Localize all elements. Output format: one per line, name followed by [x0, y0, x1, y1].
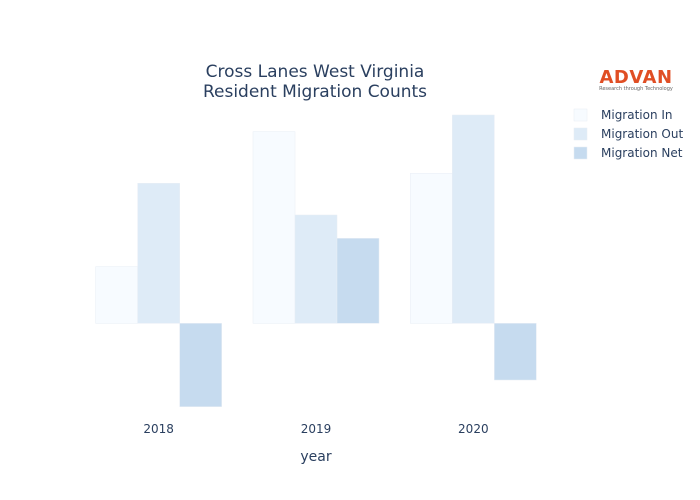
x-tick-label-2019: 2019	[301, 422, 332, 436]
x-tick-label-2020: 2020	[458, 422, 489, 436]
x-tick-label-2018: 2018	[143, 422, 174, 436]
bar-migration-out-2019[interactable]	[294, 214, 338, 324]
x-tick-labels: 2018 2019 2020	[143, 422, 488, 436]
logo-text: ADVAN	[599, 67, 672, 88]
legend-swatch	[573, 127, 588, 141]
bar-migration-net-2019[interactable]	[336, 238, 380, 324]
x-axis-title: year	[300, 449, 331, 465]
legend-item-migration-in[interactable]: Migration In	[573, 108, 673, 122]
legend-item-migration-net[interactable]: Migration Net	[573, 146, 683, 160]
bar-migration-out-2018[interactable]	[137, 183, 180, 324]
legend-swatch	[573, 146, 588, 160]
logo-tagline: Research through Technology	[599, 86, 673, 92]
legend[interactable]: Migration In Migration Out Migration Net	[573, 108, 683, 160]
legend-label: Migration Out	[601, 127, 683, 141]
bar-migration-net-2018[interactable]	[179, 323, 222, 407]
legend-item-migration-out[interactable]: Migration Out	[573, 127, 683, 141]
legend-label: Migration Net	[601, 146, 683, 160]
chart-title-line-1: Cross Lanes West Virginia	[206, 62, 425, 82]
chart-title-line-2: Resident Migration Counts	[203, 82, 427, 102]
bar-migration-in-2019[interactable]	[252, 131, 296, 324]
bar-migration-in-2018[interactable]	[95, 266, 138, 324]
bar-migration-out-2020[interactable]	[452, 114, 495, 324]
legend-swatch	[573, 108, 588, 122]
bars-group	[95, 114, 537, 407]
legend-label: Migration In	[601, 108, 673, 122]
bar-migration-in-2020[interactable]	[410, 173, 453, 324]
advan-logo: ADVAN Research through Technology	[599, 67, 673, 92]
bar-migration-net-2020[interactable]	[494, 323, 537, 381]
